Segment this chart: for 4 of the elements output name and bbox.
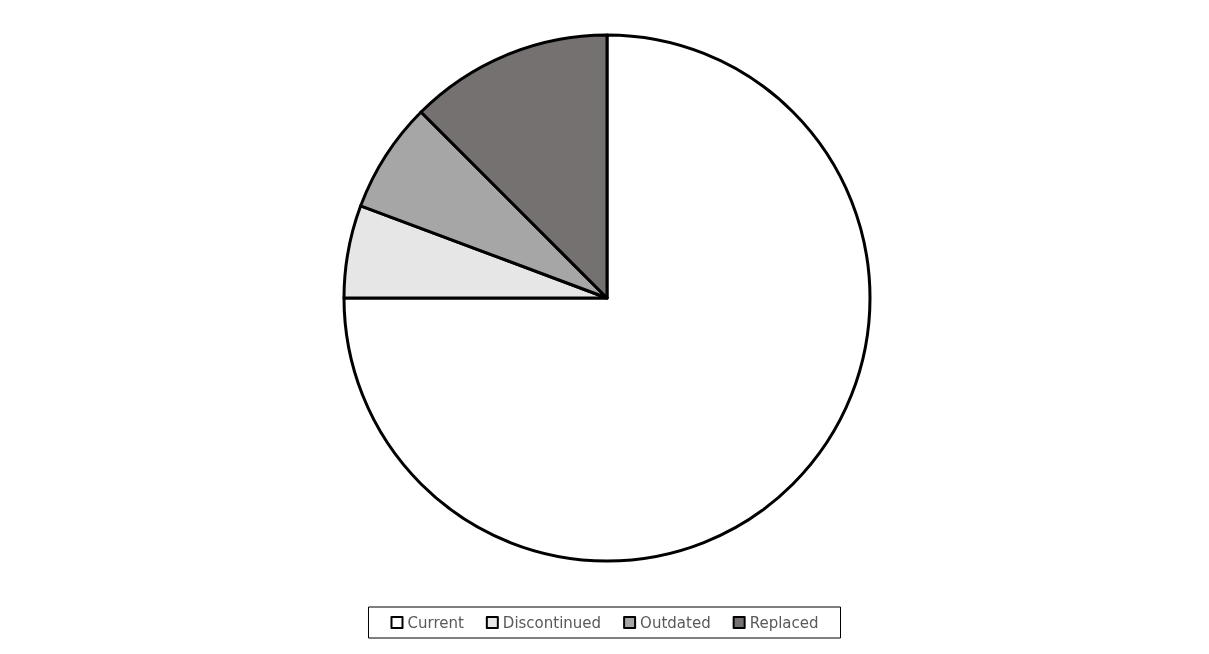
legend-label: Outdated [640,613,711,632]
legend-label: Current [407,613,464,632]
legend-label: Discontinued [502,613,602,632]
legend-label: Replaced [749,613,819,632]
